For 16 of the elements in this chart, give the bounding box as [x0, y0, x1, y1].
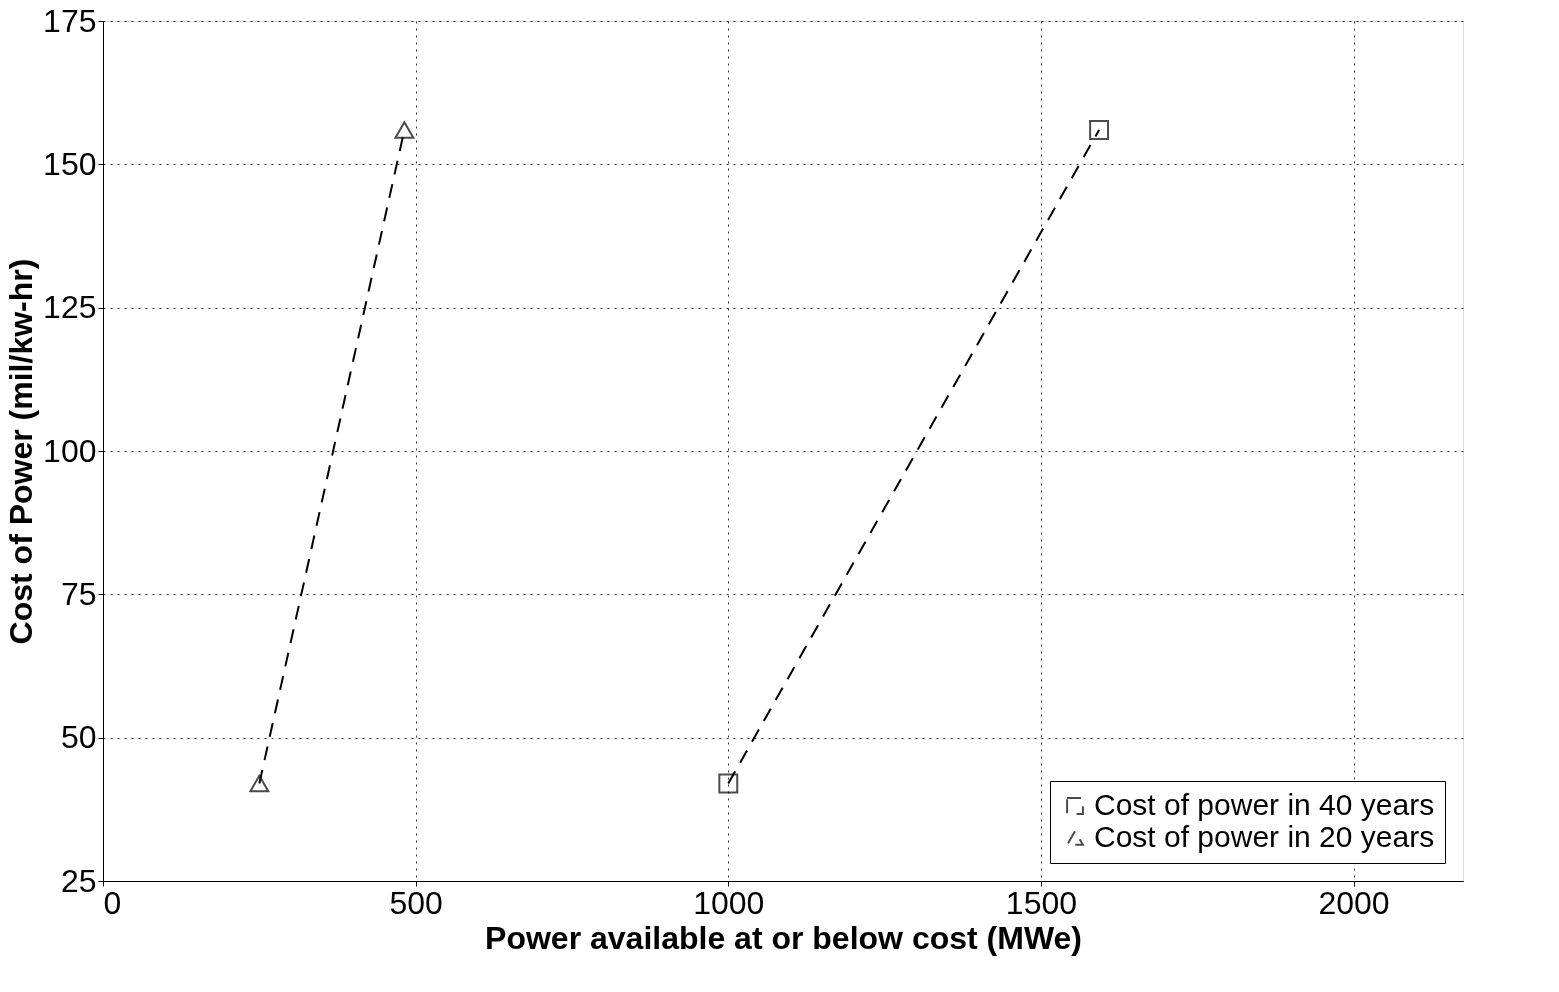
x-tick-label: 1000 [693, 884, 765, 921]
x-axis-title: Power available at or below cost (MWe) [485, 919, 1082, 956]
y-tick-label: 150 [43, 145, 97, 182]
x-tick-label: 0 [103, 884, 122, 921]
x-tick-label: 1500 [1005, 884, 1078, 921]
x-tick-label: 2000 [1318, 884, 1390, 921]
y-tick-label: 175 [43, 2, 97, 39]
legend-label: Cost of power in 40 years [1094, 788, 1435, 821]
y-tick-label: 125 [43, 289, 97, 326]
y-tick-label: 50 [60, 719, 97, 756]
y-axis-title: Cost of Power (mil/kw-hr) [3, 258, 40, 645]
y-tick-label: 75 [60, 575, 97, 612]
x-tick-label: 500 [389, 884, 443, 921]
y-tick-label: 100 [43, 432, 97, 469]
y-tick-label: 25 [60, 862, 97, 899]
legend-label: Cost of power in 20 years [1094, 820, 1435, 853]
